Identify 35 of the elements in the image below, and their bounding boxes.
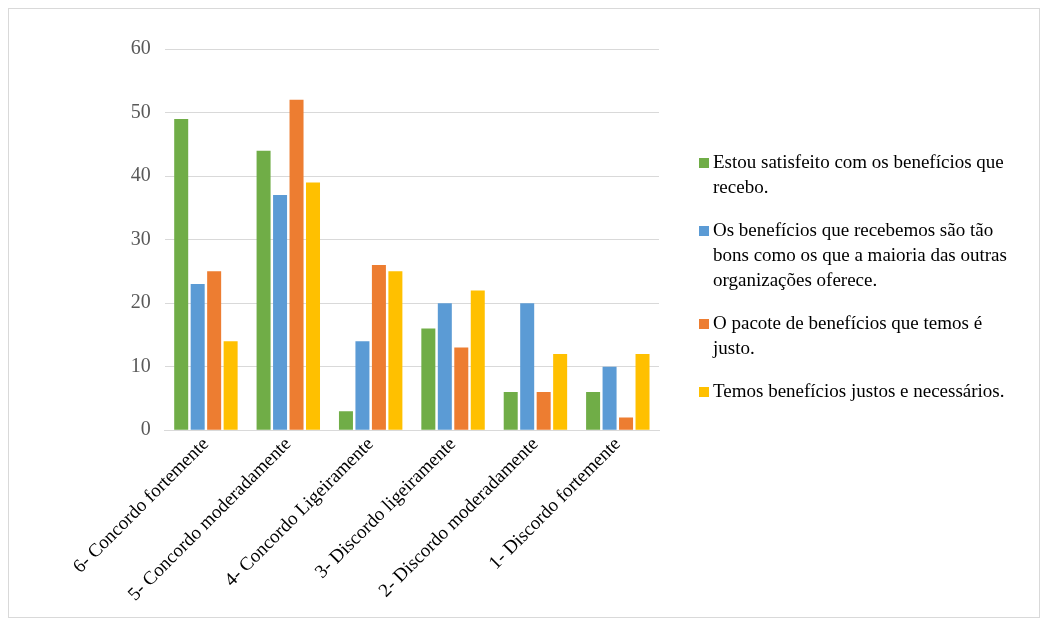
legend-label: Os benefícios que recebemos são tão bons como os que a maioria das outras organizações oferece. <box>713 218 1008 292</box>
legend-label: Estou satisfeito com os benefícios que recebo. <box>713 150 1005 199</box>
bar <box>503 392 518 430</box>
bar <box>553 353 568 430</box>
y-tick-label: 20 <box>130 290 151 313</box>
bar <box>437 303 452 430</box>
bar <box>371 265 386 430</box>
bar <box>190 284 205 430</box>
bar <box>586 392 601 430</box>
bar <box>454 347 469 430</box>
bar <box>338 411 353 430</box>
bar <box>470 290 485 430</box>
bar <box>306 182 321 430</box>
bar <box>223 341 238 430</box>
y-tick-label: 10 <box>130 353 151 376</box>
bar <box>256 150 271 430</box>
bar <box>635 353 650 430</box>
bar <box>273 195 288 430</box>
y-tick-label: 30 <box>130 226 151 249</box>
bar <box>619 417 634 430</box>
y-tick-label: 0 <box>140 417 151 440</box>
bar <box>289 99 304 430</box>
bar <box>388 271 403 430</box>
bar <box>421 328 436 430</box>
y-tick-label: 40 <box>130 163 151 186</box>
bar <box>207 271 222 430</box>
legend-label: O pacote de benefícios que temos é justo. <box>713 311 984 360</box>
bar <box>520 303 535 430</box>
y-tick-label: 50 <box>130 99 151 122</box>
y-tick-label: 60 <box>130 36 151 59</box>
bar <box>355 341 370 430</box>
bar <box>536 392 551 430</box>
bar <box>602 366 617 430</box>
legend-label: Temos benefícios justos e necessários. <box>713 379 1005 403</box>
bar <box>174 118 189 430</box>
